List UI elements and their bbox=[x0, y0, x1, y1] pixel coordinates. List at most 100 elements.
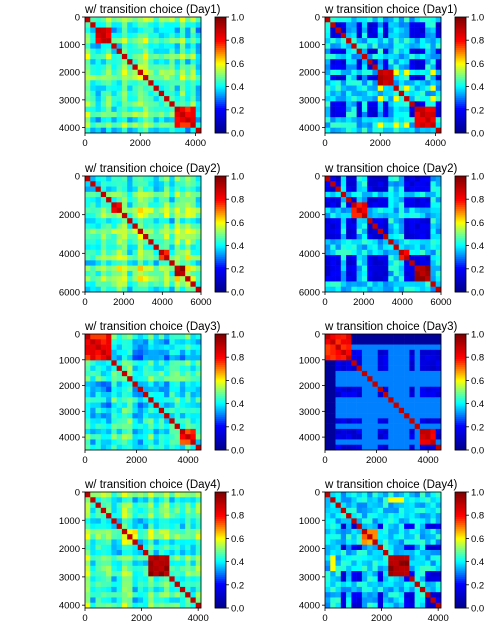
heatmap-cell bbox=[132, 111, 139, 118]
heatmap-cell bbox=[367, 218, 373, 224]
heatmap-cell bbox=[95, 439, 102, 446]
heatmap-cell bbox=[372, 176, 379, 182]
heatmap-cell bbox=[174, 581, 181, 588]
heatmap-cell bbox=[351, 127, 357, 134]
heatmap-cell bbox=[346, 80, 352, 86]
heatmap-cell bbox=[435, 360, 442, 366]
heatmap-cell bbox=[393, 497, 400, 503]
colorbar-segment bbox=[455, 131, 466, 134]
heatmap-cell bbox=[383, 349, 389, 356]
heatmap-cell bbox=[116, 255, 123, 261]
heatmap-cell bbox=[419, 492, 426, 498]
heatmap-cell bbox=[127, 186, 133, 193]
heatmap-cell bbox=[85, 265, 91, 272]
colorbar-segment bbox=[215, 419, 226, 422]
heatmap-cell bbox=[351, 360, 357, 366]
heatmap-cell bbox=[430, 349, 437, 356]
heatmap-cell bbox=[372, 212, 379, 219]
heatmap-cell bbox=[121, 386, 128, 393]
heatmap-cell bbox=[340, 234, 347, 240]
heatmap-cell bbox=[143, 392, 149, 398]
heatmap-cell bbox=[340, 122, 347, 129]
colorbar-segment bbox=[215, 440, 226, 443]
heatmap-cell bbox=[174, 413, 181, 419]
heatmap-cell bbox=[377, 85, 384, 92]
heatmap-cell bbox=[398, 181, 405, 187]
heatmap-cell bbox=[195, 507, 202, 514]
heatmap-cell bbox=[185, 602, 191, 609]
heatmap-cell bbox=[148, 439, 154, 446]
heatmap-cell bbox=[95, 249, 102, 256]
heatmap-cell bbox=[330, 365, 336, 372]
colorbar-segment bbox=[455, 513, 466, 516]
heatmap-cell bbox=[330, 497, 336, 503]
heatmap-cell bbox=[153, 90, 160, 97]
heatmap-cell bbox=[351, 186, 357, 193]
heatmap-cell bbox=[127, 602, 133, 609]
colorbar-segment bbox=[215, 42, 226, 45]
colorbar-segment bbox=[215, 237, 226, 241]
heatmap-cell bbox=[372, 360, 379, 366]
heatmap-cell bbox=[430, 101, 437, 107]
colorbar-segment bbox=[215, 80, 226, 84]
colorbar-segment bbox=[215, 232, 226, 235]
heatmap-cell bbox=[330, 176, 336, 182]
heatmap-cell bbox=[346, 85, 352, 92]
heatmap-cell bbox=[419, 597, 426, 604]
heatmap-cell bbox=[164, 239, 170, 245]
heatmap-cell bbox=[85, 418, 91, 424]
x-tick-label: 0 bbox=[322, 613, 327, 624]
heatmap-cell bbox=[111, 344, 117, 351]
colorbar-segment bbox=[215, 557, 226, 561]
heatmap-cell bbox=[85, 59, 91, 65]
heatmap-cell bbox=[121, 339, 128, 345]
heatmap-cell bbox=[330, 544, 336, 551]
heatmap-cell bbox=[346, 228, 352, 235]
heatmap-cell bbox=[383, 111, 389, 118]
heatmap-cell bbox=[169, 407, 175, 414]
colorbar-segment bbox=[455, 376, 466, 379]
heatmap-cell bbox=[95, 581, 102, 588]
heatmap-cell bbox=[356, 32, 363, 39]
heatmap-cell bbox=[143, 576, 149, 582]
heatmap-cell bbox=[106, 48, 112, 55]
heatmap-cell bbox=[377, 439, 384, 446]
heatmap-cell bbox=[425, 534, 431, 540]
heatmap-cell bbox=[409, 334, 415, 340]
heatmap-panel: w transition choice (Day2)0 2000 4000 60000… bbox=[299, 163, 484, 308]
heatmap-cell bbox=[425, 407, 431, 414]
heatmap-cell bbox=[372, 270, 379, 277]
heatmap-cell bbox=[100, 249, 107, 256]
heatmap-cell bbox=[377, 565, 384, 572]
heatmap-cell bbox=[143, 117, 149, 123]
heatmap-cell bbox=[398, 38, 405, 44]
heatmap-cell bbox=[153, 260, 160, 266]
heatmap-cell bbox=[372, 17, 379, 23]
heatmap-cell bbox=[195, 602, 202, 609]
heatmap-cell bbox=[174, 576, 181, 582]
heatmap-cell bbox=[95, 571, 102, 577]
y-tick-label: 0 bbox=[315, 330, 320, 341]
heatmap-cell bbox=[346, 507, 352, 514]
heatmap-cell bbox=[430, 122, 437, 129]
heatmap-cell bbox=[330, 27, 336, 34]
colorbar-segment bbox=[455, 44, 466, 47]
heatmap-cell bbox=[340, 43, 347, 49]
heatmap-cell bbox=[335, 212, 342, 219]
colorbar-segment bbox=[455, 208, 466, 212]
heatmap-cell bbox=[116, 69, 123, 76]
heatmap-cell bbox=[148, 244, 154, 251]
heatmap-cell bbox=[179, 550, 186, 556]
heatmap-cell bbox=[121, 586, 128, 593]
heatmap-cell bbox=[143, 202, 149, 208]
colorbar-segment bbox=[215, 421, 226, 424]
heatmap-cell bbox=[148, 212, 154, 219]
heatmap-cell bbox=[335, 90, 342, 97]
colorbar-segment bbox=[215, 353, 226, 356]
colorbar-segment bbox=[215, 519, 226, 522]
heatmap-cell bbox=[409, 602, 415, 609]
colorbar-segment bbox=[455, 571, 466, 574]
heatmap-cell bbox=[356, 571, 363, 577]
heatmap-cell bbox=[158, 111, 165, 118]
heatmap-cell bbox=[127, 53, 133, 60]
